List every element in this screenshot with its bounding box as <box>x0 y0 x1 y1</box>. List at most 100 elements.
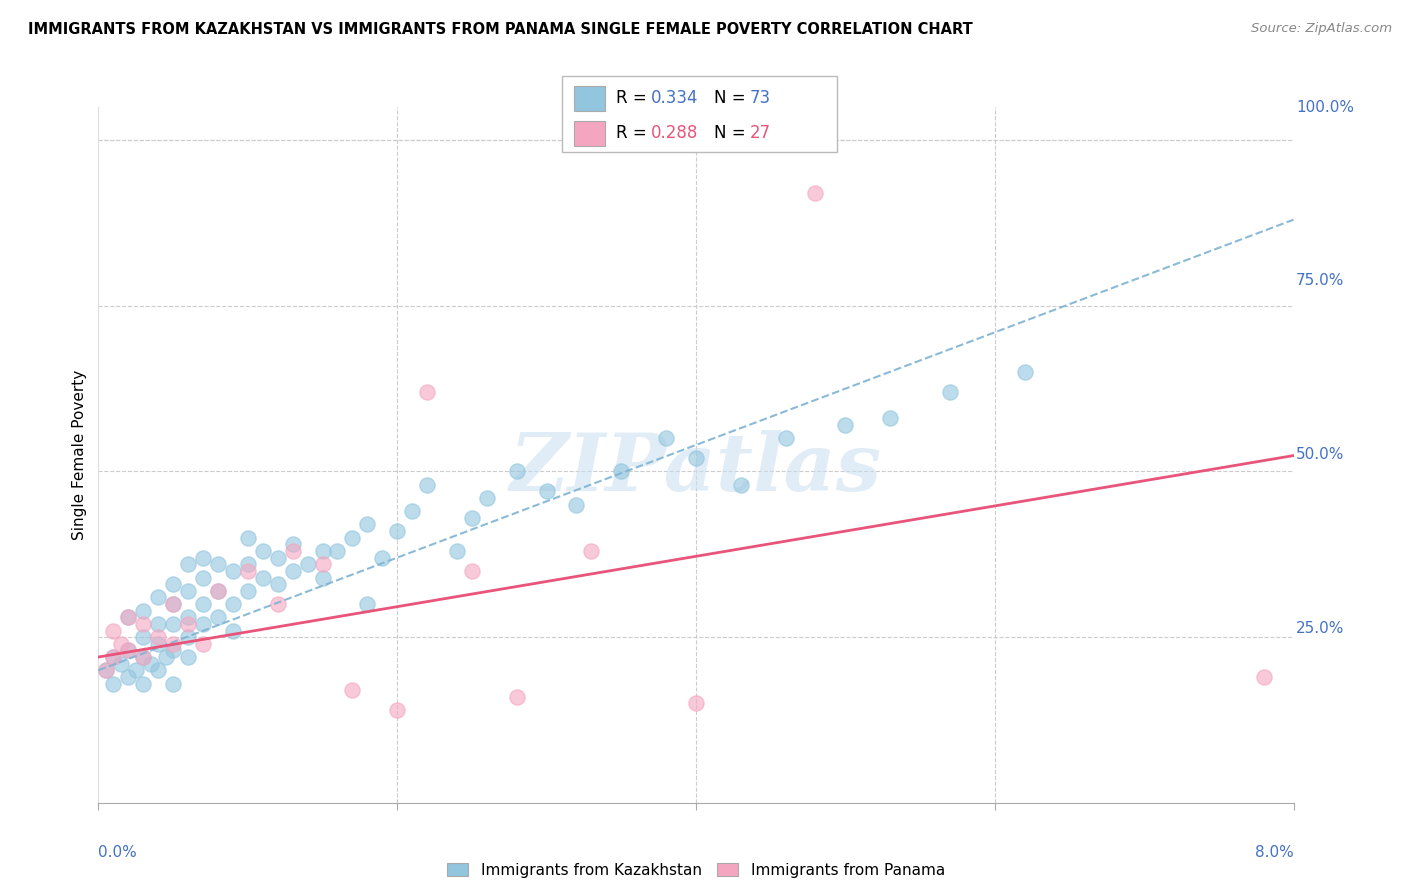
Point <box>132 616 155 631</box>
Point <box>385 524 409 538</box>
Point <box>281 537 304 551</box>
Point <box>207 583 229 598</box>
Point <box>342 531 364 545</box>
Text: N =: N = <box>714 124 751 142</box>
Point <box>236 583 259 598</box>
Point <box>162 676 184 690</box>
Point <box>581 544 603 558</box>
Point <box>236 531 259 545</box>
Point <box>311 558 333 572</box>
Point <box>117 610 139 624</box>
Point <box>281 544 304 558</box>
Text: R =: R = <box>616 124 652 142</box>
Point <box>110 637 132 651</box>
Text: 27: 27 <box>749 124 770 142</box>
Point <box>252 544 274 558</box>
Point <box>103 650 125 665</box>
Point <box>371 550 394 565</box>
Point <box>148 616 170 631</box>
Point <box>939 384 962 399</box>
Text: 73: 73 <box>749 89 770 107</box>
Point <box>177 610 200 624</box>
Y-axis label: Single Female Poverty: Single Female Poverty <box>72 370 87 540</box>
Point <box>191 550 214 565</box>
Point <box>162 616 184 631</box>
Point <box>191 597 214 611</box>
Text: N =: N = <box>714 89 751 107</box>
Point <box>1014 365 1036 379</box>
Point <box>565 498 588 512</box>
Text: ZIPatlas: ZIPatlas <box>510 430 882 508</box>
Point <box>162 637 184 651</box>
Point <box>191 616 214 631</box>
Text: 8.0%: 8.0% <box>1254 845 1294 860</box>
Point <box>162 643 184 657</box>
Point <box>775 431 797 445</box>
Point <box>103 676 125 690</box>
Point <box>655 431 678 445</box>
Point <box>401 504 423 518</box>
Point <box>730 477 752 491</box>
Point <box>110 657 132 671</box>
Point <box>222 564 245 578</box>
Point <box>117 643 139 657</box>
Point <box>177 558 200 572</box>
Point <box>475 491 498 505</box>
Point <box>461 511 484 525</box>
Point <box>385 703 409 717</box>
Point <box>446 544 468 558</box>
Point <box>879 411 901 425</box>
Point <box>132 650 155 665</box>
Point <box>117 643 139 657</box>
Point <box>222 597 245 611</box>
Text: 0.334: 0.334 <box>651 89 699 107</box>
Point <box>148 637 170 651</box>
Point <box>94 663 117 677</box>
Point <box>132 604 155 618</box>
Text: 0.288: 0.288 <box>651 124 699 142</box>
Point <box>139 657 162 671</box>
Point <box>191 637 214 651</box>
Text: 0.0%: 0.0% <box>98 845 138 860</box>
Point <box>148 630 170 644</box>
Point <box>207 583 229 598</box>
Point <box>252 570 274 584</box>
Point <box>416 384 439 399</box>
Point <box>236 558 259 572</box>
Point <box>132 630 155 644</box>
Point <box>236 564 259 578</box>
Point <box>191 570 214 584</box>
Point <box>416 477 439 491</box>
Point <box>155 650 177 665</box>
Point <box>117 610 139 624</box>
Point <box>162 577 184 591</box>
Point <box>281 564 304 578</box>
Point <box>162 597 184 611</box>
Point <box>148 591 170 605</box>
Text: 50.0%: 50.0% <box>1296 448 1344 462</box>
Point <box>132 676 155 690</box>
Point <box>125 663 148 677</box>
Point <box>506 690 529 704</box>
Point <box>177 616 200 631</box>
Point <box>1253 670 1275 684</box>
Point <box>342 683 364 698</box>
Point <box>177 650 200 665</box>
Point <box>461 564 484 578</box>
Text: 100.0%: 100.0% <box>1296 100 1354 114</box>
Point <box>610 465 633 479</box>
Point <box>326 544 349 558</box>
Text: 25.0%: 25.0% <box>1296 622 1344 636</box>
Point <box>117 670 139 684</box>
Point <box>311 544 333 558</box>
Point <box>222 624 245 638</box>
Point <box>685 697 707 711</box>
Point <box>267 550 290 565</box>
Text: IMMIGRANTS FROM KAZAKHSTAN VS IMMIGRANTS FROM PANAMA SINGLE FEMALE POVERTY CORRE: IMMIGRANTS FROM KAZAKHSTAN VS IMMIGRANTS… <box>28 22 973 37</box>
Point <box>685 451 707 466</box>
Point <box>356 517 378 532</box>
Point <box>162 597 184 611</box>
Point <box>297 558 319 572</box>
Point <box>103 650 125 665</box>
Point <box>804 186 827 201</box>
